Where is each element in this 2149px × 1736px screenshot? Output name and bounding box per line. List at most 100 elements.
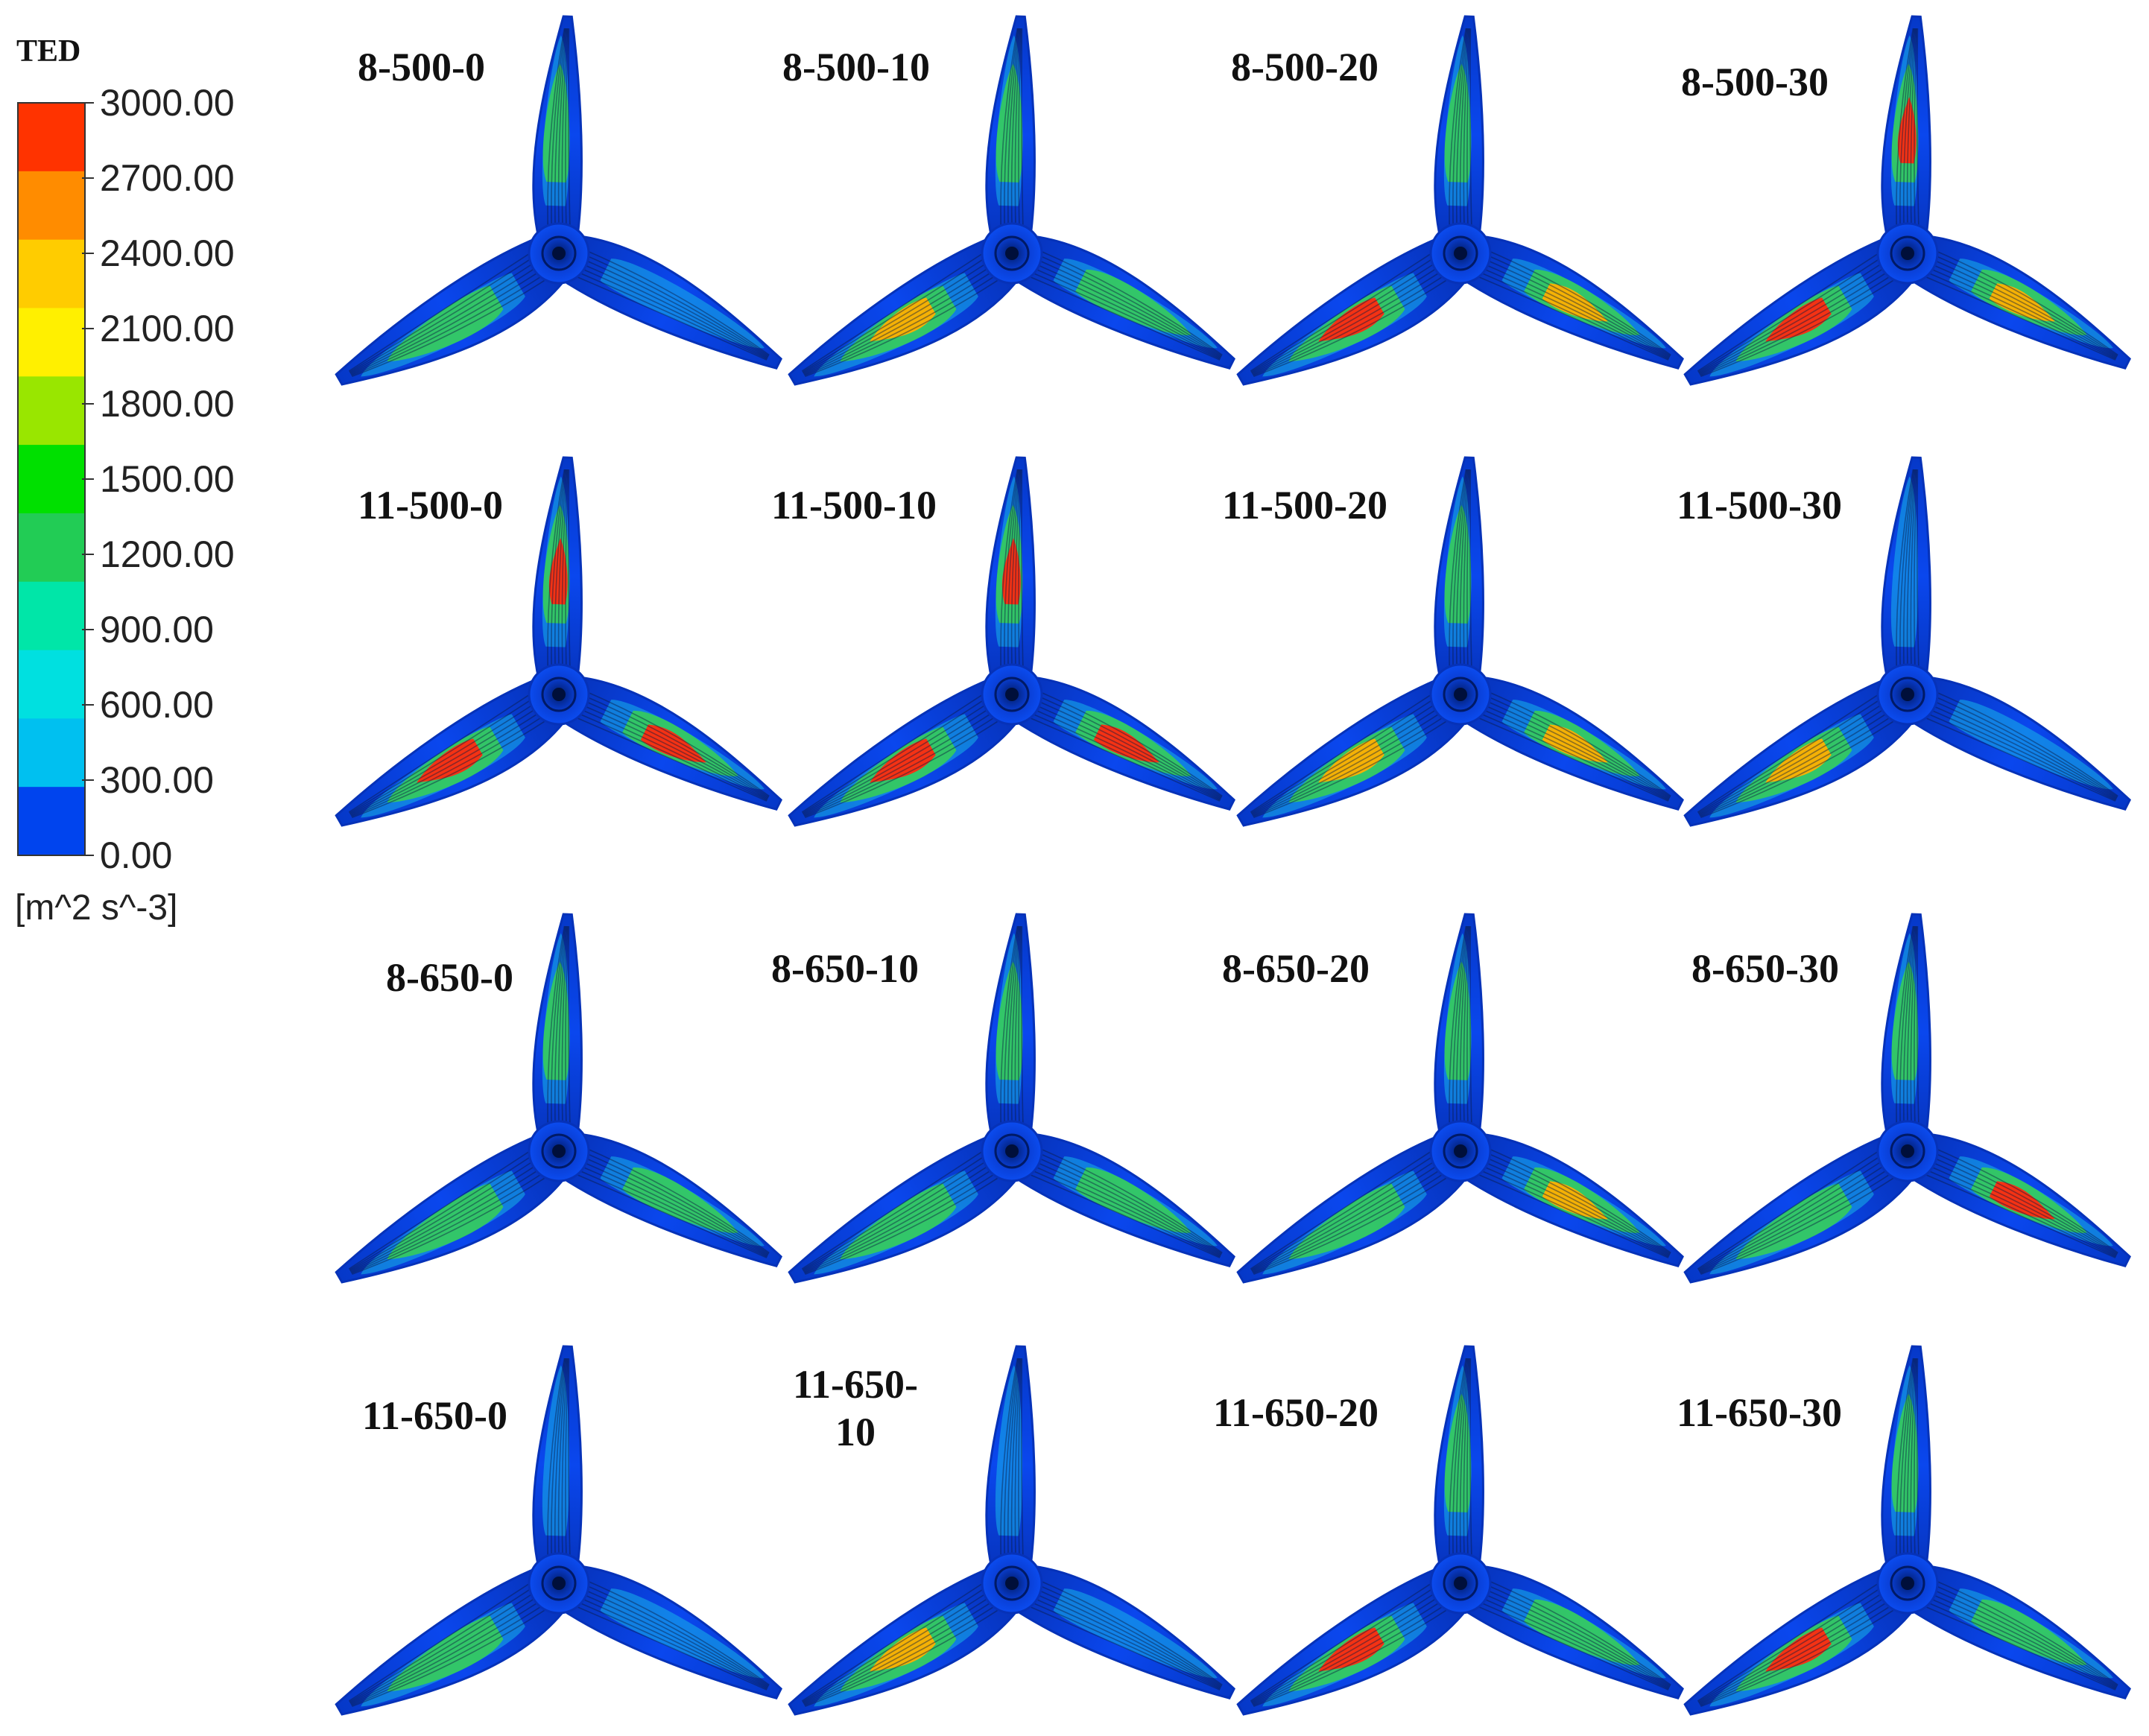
streamline: [570, 715, 768, 802]
streamline: [1474, 1599, 1669, 1690]
hub-vortex: [541, 1565, 577, 1601]
rotor-blade: [1001, 1564, 1235, 1699]
hub-center: [1005, 1577, 1019, 1590]
ted-band-high: [1735, 1183, 1852, 1259]
rotor-blade: [1236, 232, 1473, 386]
streamline: [1253, 272, 1449, 376]
legend-tick-label: 300.00: [100, 759, 214, 801]
streamline: [547, 469, 566, 676]
rotor-blade: [1896, 675, 2131, 811]
streamline: [803, 1597, 998, 1705]
streamline: [1914, 926, 1918, 1132]
streamline: [351, 272, 548, 376]
streamline: [803, 709, 998, 817]
streamline: [1902, 469, 1916, 676]
streamline: [1455, 925, 1469, 1132]
streamline: [805, 276, 1003, 377]
streamline: [557, 1358, 568, 1565]
hub-center: [1005, 1144, 1019, 1158]
ted-hotspot: [1765, 738, 1832, 783]
rotor-blade: [1434, 15, 1484, 256]
streamline: [580, 253, 770, 357]
streamline: [576, 702, 769, 799]
rotor-blade: [1881, 15, 1931, 256]
streamline: [1463, 469, 1470, 676]
streamline: [1031, 256, 1222, 358]
streamline: [568, 28, 571, 235]
hub-vortex: [1443, 1565, 1478, 1601]
streamline: [1697, 1584, 1886, 1702]
ted-hotspot: [1989, 1181, 2055, 1220]
hub-center: [1901, 247, 1914, 260]
streamline: [1929, 1150, 2118, 1255]
streamline: [802, 695, 990, 814]
ted-band-high: [996, 961, 1023, 1080]
streamline: [1927, 1586, 2118, 1688]
streamline: [1466, 28, 1471, 235]
panel-label: 11-650-0: [362, 1393, 507, 1438]
rotor-blade: [548, 1564, 782, 1699]
streamline: [1896, 1358, 1914, 1565]
ted-band-high: [1075, 1167, 1191, 1233]
streamline: [1697, 254, 1886, 373]
streamline: [349, 1161, 542, 1273]
streamline: [1469, 926, 1472, 1133]
ted-hotspot: [548, 538, 568, 605]
streamline: [1922, 706, 2117, 800]
ted-band-mid: [995, 1365, 1023, 1536]
streamline: [1472, 715, 1669, 802]
ted-band-mid: [1949, 700, 2113, 790]
streamline: [348, 691, 534, 813]
streamline: [1463, 28, 1470, 235]
streamline: [1697, 695, 1886, 814]
hub-center: [1454, 247, 1467, 260]
streamline: [803, 700, 993, 815]
hub-center: [1005, 247, 1019, 260]
streamline: [351, 1170, 548, 1274]
legend-swatch: [18, 513, 85, 583]
streamline: [351, 713, 548, 817]
streamline: [578, 697, 769, 799]
legend-colorbar: [17, 102, 86, 856]
ted-hotspot: [1765, 297, 1832, 342]
streamline: [1698, 1156, 1888, 1272]
streamline: [1902, 28, 1916, 235]
streamline: [1925, 1591, 2118, 1688]
rotor-panel: 11-500-0: [335, 456, 782, 827]
streamline: [1251, 1156, 1441, 1272]
streamline: [1014, 926, 1022, 1132]
rotor-blade: [335, 232, 572, 386]
streamline: [349, 254, 537, 373]
streamline: [565, 926, 569, 1132]
streamline: [568, 469, 571, 677]
rotor-blade: [335, 674, 572, 827]
streamline: [1896, 28, 1914, 235]
streamline: [1007, 1358, 1020, 1565]
streamline: [1250, 1584, 1439, 1702]
streamline: [1004, 469, 1019, 676]
streamline: [1253, 1606, 1452, 1707]
panel-label: 8-650-30: [1691, 946, 1839, 991]
streamline: [1700, 1602, 1896, 1706]
streamline: [801, 1580, 987, 1702]
streamline: [1484, 689, 1671, 797]
streamline: [1478, 702, 1671, 799]
rotor-panel: 11-500-10: [771, 456, 1235, 827]
rotor-panel: 8-500-0: [335, 15, 782, 386]
streamline: [349, 1152, 537, 1270]
streamline: [1031, 1154, 1222, 1255]
streamline: [1253, 1170, 1449, 1274]
streamline: [1010, 926, 1021, 1132]
streamline: [1250, 254, 1439, 373]
panel-label: 8-500-30: [1681, 60, 1829, 104]
streamline: [1917, 1358, 1919, 1565]
streamline: [572, 1599, 768, 1690]
rotor-blade: [1896, 1564, 2131, 1699]
ted-hotspot: [1989, 283, 2055, 322]
streamline: [565, 28, 569, 235]
hub-center: [1005, 688, 1019, 701]
streamline: [1929, 253, 2118, 357]
legend-swatch: [18, 103, 85, 172]
rotor-panel: 11-650-0: [335, 1345, 782, 1716]
streamline: [554, 1358, 567, 1565]
